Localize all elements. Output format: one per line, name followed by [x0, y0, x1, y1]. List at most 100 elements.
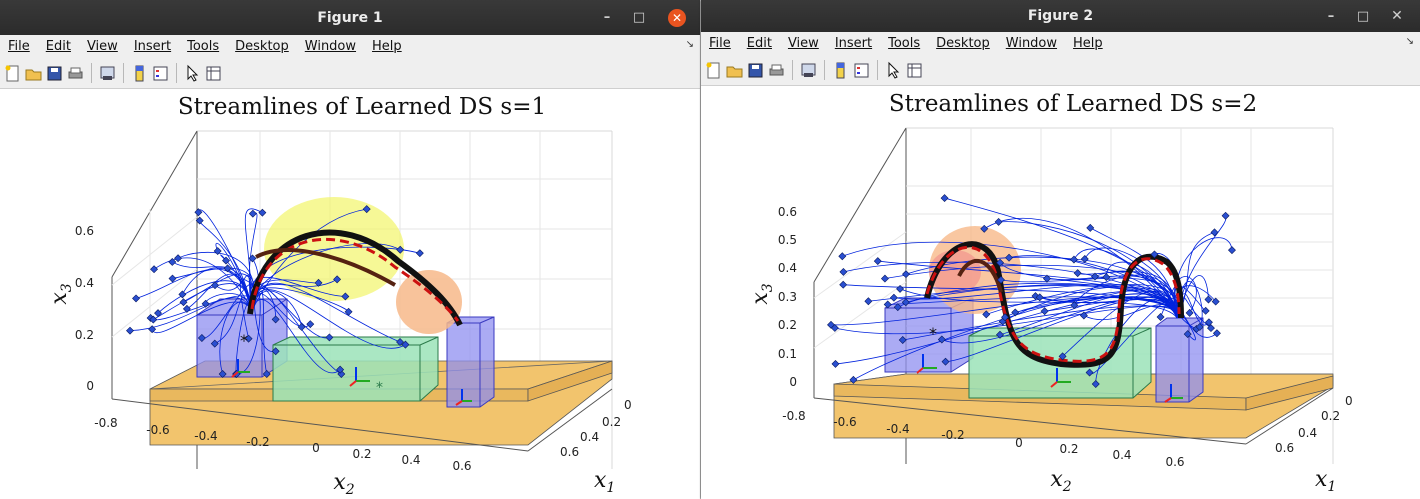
svg-text:0.6: 0.6 [452, 459, 471, 473]
initial-point-marker [362, 205, 371, 214]
insert-colorbar-icon[interactable] [130, 64, 149, 83]
link-plot-icon[interactable] [98, 64, 117, 83]
toolbar-separator [176, 63, 177, 83]
initial-point-marker [1086, 223, 1095, 232]
streamline-path [1062, 291, 1178, 357]
streamline-path [834, 305, 1178, 335]
menu-file[interactable]: File [8, 39, 30, 54]
menu-tools[interactable]: Tools [187, 39, 220, 54]
menu-edit[interactable]: Edit [45, 39, 71, 54]
svg-text:0.2: 0.2 [1321, 409, 1340, 423]
open-file-icon[interactable] [725, 61, 744, 80]
print-icon[interactable] [767, 61, 786, 80]
menu-insert[interactable]: Insert [834, 36, 873, 51]
x3-ticks: 0 0.2 0.4 0.6 [75, 224, 94, 393]
initial-point-marker [306, 320, 315, 329]
edit-plot-icon[interactable] [884, 61, 903, 80]
titlebar[interactable]: Figure 1 – □ ✕ [0, 0, 700, 35]
insert-legend-icon[interactable] [852, 61, 871, 80]
streamline-path [1044, 298, 1178, 319]
initial-point-marker [830, 324, 839, 332]
maximize-icon[interactable]: □ [1356, 8, 1370, 24]
save-icon[interactable] [45, 64, 64, 83]
table-surface [149, 360, 613, 446]
initial-point-marker [182, 304, 191, 313]
initial-point-marker [902, 270, 910, 279]
blue-box-right [1155, 317, 1204, 403]
x2-ticks: -0.8 -0.6 -0.4 -0.2 0 0.2 0.4 0.6 [782, 409, 1184, 469]
new-figure-icon[interactable] [3, 64, 22, 83]
svg-text:0.4: 0.4 [75, 276, 94, 290]
menu-view[interactable]: View [86, 39, 118, 54]
svg-text:-0.2: -0.2 [941, 428, 964, 442]
initial-point-marker [244, 334, 253, 343]
new-figure-icon[interactable] [704, 61, 723, 80]
initial-point-marker [1201, 306, 1210, 315]
initial-point-marker [1073, 269, 1082, 278]
streamline-path [1039, 288, 1178, 319]
menu-window[interactable]: Window [1005, 36, 1058, 51]
initial-point-marker [1183, 330, 1192, 339]
initial-point-marker [1042, 274, 1051, 283]
toolbar-separator [792, 60, 793, 80]
menu-help[interactable]: Help [1073, 36, 1103, 51]
initial-point-marker [213, 247, 222, 255]
menu-edit[interactable]: Edit [746, 36, 772, 51]
initial-point-marker [178, 290, 187, 299]
menu-view[interactable]: View [787, 36, 819, 51]
menubar: File Edit View Insert Tools Desktop Wind… [701, 32, 1420, 55]
dock-arrow-icon[interactable]: ↘ [685, 39, 694, 50]
titlebar[interactable]: Figure 2 – □ ✕ [701, 0, 1420, 32]
streamline-path [944, 197, 1178, 319]
link-plot-icon[interactable] [799, 61, 818, 80]
minimize-icon[interactable]: – [1327, 8, 1335, 24]
insert-legend-icon[interactable] [151, 64, 170, 83]
svg-text:0.2: 0.2 [602, 415, 621, 429]
x3-axis-label: x3 [748, 283, 776, 304]
save-icon[interactable] [746, 61, 765, 80]
svg-text:-0.6: -0.6 [833, 415, 856, 429]
demonstration-trajectories [924, 241, 1184, 368]
initial-point-marker [838, 252, 847, 261]
menu-help[interactable]: Help [372, 39, 402, 54]
menu-file[interactable]: File [709, 36, 731, 51]
edit-plot-icon[interactable] [183, 64, 202, 83]
initial-point-marker [1091, 272, 1099, 281]
initial-point-marker [1080, 254, 1089, 263]
figure-1-axes[interactable]: Streamlines of Learned DS s=1 [0, 89, 700, 499]
menu-window[interactable]: Window [304, 39, 357, 54]
initial-point-marker [194, 208, 203, 217]
menu-insert[interactable]: Insert [133, 39, 172, 54]
initial-point-marker [223, 264, 232, 273]
initial-point-marker [325, 333, 334, 342]
initial-point-marker [1156, 313, 1165, 321]
initial-point-marker [396, 245, 405, 254]
initial-point-marker [168, 257, 177, 266]
property-inspector-icon[interactable] [204, 64, 223, 83]
figure-2-axes[interactable]: Streamlines of Learned DS s=2 [701, 86, 1420, 499]
maximize-icon[interactable]: □ [632, 10, 646, 25]
x3-axis-label: x3 [47, 283, 75, 304]
menu-desktop[interactable]: Desktop [235, 39, 289, 54]
menu-desktop[interactable]: Desktop [936, 36, 990, 51]
open-file-icon[interactable] [24, 64, 43, 83]
close-button[interactable]: ✕ [1382, 0, 1412, 32]
svg-text:0: 0 [789, 375, 797, 389]
svg-text:0: 0 [312, 441, 320, 455]
initial-point-marker [1185, 308, 1194, 317]
initial-point-marker [150, 265, 159, 274]
insert-colorbar-icon[interactable] [831, 61, 850, 80]
initial-point-marker [839, 267, 848, 276]
x1-axis-label: x1 [594, 468, 615, 496]
print-icon[interactable] [66, 64, 85, 83]
close-button[interactable]: ✕ [662, 0, 692, 35]
streamline-path [1175, 302, 1218, 338]
property-inspector-icon[interactable] [905, 61, 924, 80]
orange-attractor-region [396, 270, 462, 334]
initial-point-markers [126, 205, 424, 378]
x1-axis-label: x1 [1315, 467, 1336, 495]
minimize-icon[interactable]: – [603, 10, 611, 25]
menu-tools[interactable]: Tools [888, 36, 921, 51]
initial-point-marker [996, 330, 1004, 339]
dock-arrow-icon[interactable]: ↘ [1405, 36, 1414, 47]
